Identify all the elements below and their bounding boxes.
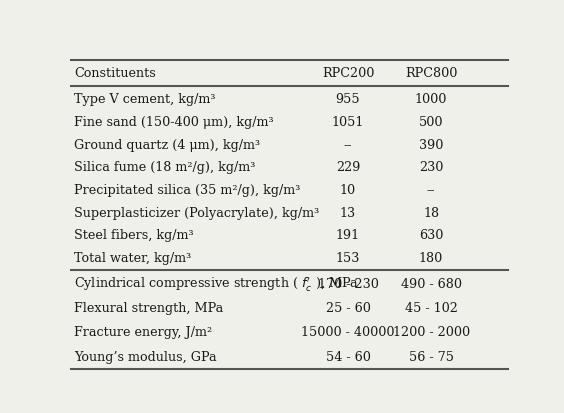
Text: 230: 230 [419,161,443,174]
Text: Precipitated silica (35 m²/g), kg/m³: Precipitated silica (35 m²/g), kg/m³ [74,183,301,197]
Text: 153: 153 [336,251,360,264]
Text: 180: 180 [419,251,443,264]
Text: RPC200: RPC200 [322,67,374,80]
Text: --: -- [427,183,435,197]
Text: Cylindrical compressive strength ( $\mathit{f}_c'$ ), MPa: Cylindrical compressive strength ( $\mat… [74,275,359,293]
Text: Total water, kg/m³: Total water, kg/m³ [74,251,191,264]
Text: Constituents: Constituents [74,67,156,80]
Text: 54 - 60: 54 - 60 [325,350,371,363]
Text: 955: 955 [336,93,360,106]
Text: 1051: 1051 [332,116,364,129]
Text: 490 - 680: 490 - 680 [400,277,461,290]
Text: 630: 630 [419,229,443,242]
Text: 25 - 60: 25 - 60 [325,301,371,314]
Text: 15000 - 40000: 15000 - 40000 [301,325,395,339]
Text: --: -- [344,138,352,151]
Text: 170 - 230: 170 - 230 [318,277,378,290]
Text: Superplasticizer (Polyacrylate), kg/m³: Superplasticizer (Polyacrylate), kg/m³ [74,206,319,219]
Text: 1200 - 2000: 1200 - 2000 [393,325,470,339]
Text: 229: 229 [336,161,360,174]
Text: Steel fibers, kg/m³: Steel fibers, kg/m³ [74,229,193,242]
Text: 45 - 102: 45 - 102 [405,301,457,314]
Text: 1000: 1000 [415,93,447,106]
Text: 13: 13 [340,206,356,219]
Text: Silica fume (18 m²/g), kg/m³: Silica fume (18 m²/g), kg/m³ [74,161,255,174]
Text: RPC800: RPC800 [405,67,457,80]
Text: Fracture energy, J/m²: Fracture energy, J/m² [74,325,212,339]
Text: 56 - 75: 56 - 75 [408,350,453,363]
Text: Young’s modulus, GPa: Young’s modulus, GPa [74,350,217,363]
Text: 191: 191 [336,229,360,242]
Text: 390: 390 [419,138,443,151]
Text: Fine sand (150-400 μm), kg/m³: Fine sand (150-400 μm), kg/m³ [74,116,274,129]
Text: 500: 500 [419,116,443,129]
Text: Ground quartz (4 μm), kg/m³: Ground quartz (4 μm), kg/m³ [74,138,260,151]
Text: Type V cement, kg/m³: Type V cement, kg/m³ [74,93,215,106]
Text: 10: 10 [340,183,356,197]
Text: 18: 18 [423,206,439,219]
Text: Flexural strength, MPa: Flexural strength, MPa [74,301,223,314]
